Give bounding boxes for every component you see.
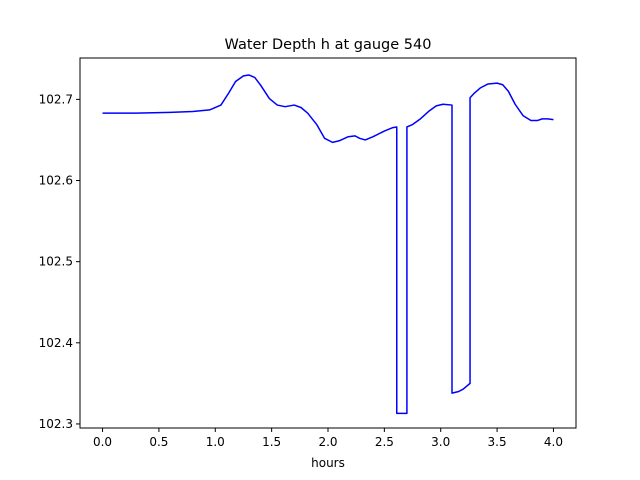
x-tick-label: 1.5 <box>262 435 281 449</box>
y-tick-label: 102.6 <box>39 174 73 188</box>
plot-frame <box>79 57 577 429</box>
y-tick-label: 102.4 <box>39 336 73 350</box>
x-tick-label: 0.5 <box>149 435 168 449</box>
x-tick-label: 3.5 <box>488 435 507 449</box>
y-tick-label: 102.7 <box>39 92 73 106</box>
x-tick-label: 2.0 <box>318 435 337 449</box>
x-axis: 0.0 0.5 1.0 1.5 2.0 2.5 3.0 3.5 4.0 <box>93 428 563 449</box>
x-axis-title: hours <box>311 456 345 470</box>
x-tick-label: 0.0 <box>93 435 112 449</box>
x-tick-label: 2.5 <box>375 435 394 449</box>
x-tick-label: 4.0 <box>544 435 563 449</box>
y-axis: 102.3 102.4 102.5 102.6 102.7 <box>39 92 80 431</box>
y-tick-label: 102.3 <box>39 417 73 431</box>
x-tick-label: 3.0 <box>431 435 450 449</box>
series-line-0 <box>102 74 554 415</box>
x-tick-label: 1.0 <box>206 435 225 449</box>
plot-area <box>79 57 577 429</box>
chart-title: Water Depth h at gauge 540 <box>225 37 432 53</box>
series-layer <box>102 74 554 415</box>
y-tick-label: 102.5 <box>39 255 73 269</box>
